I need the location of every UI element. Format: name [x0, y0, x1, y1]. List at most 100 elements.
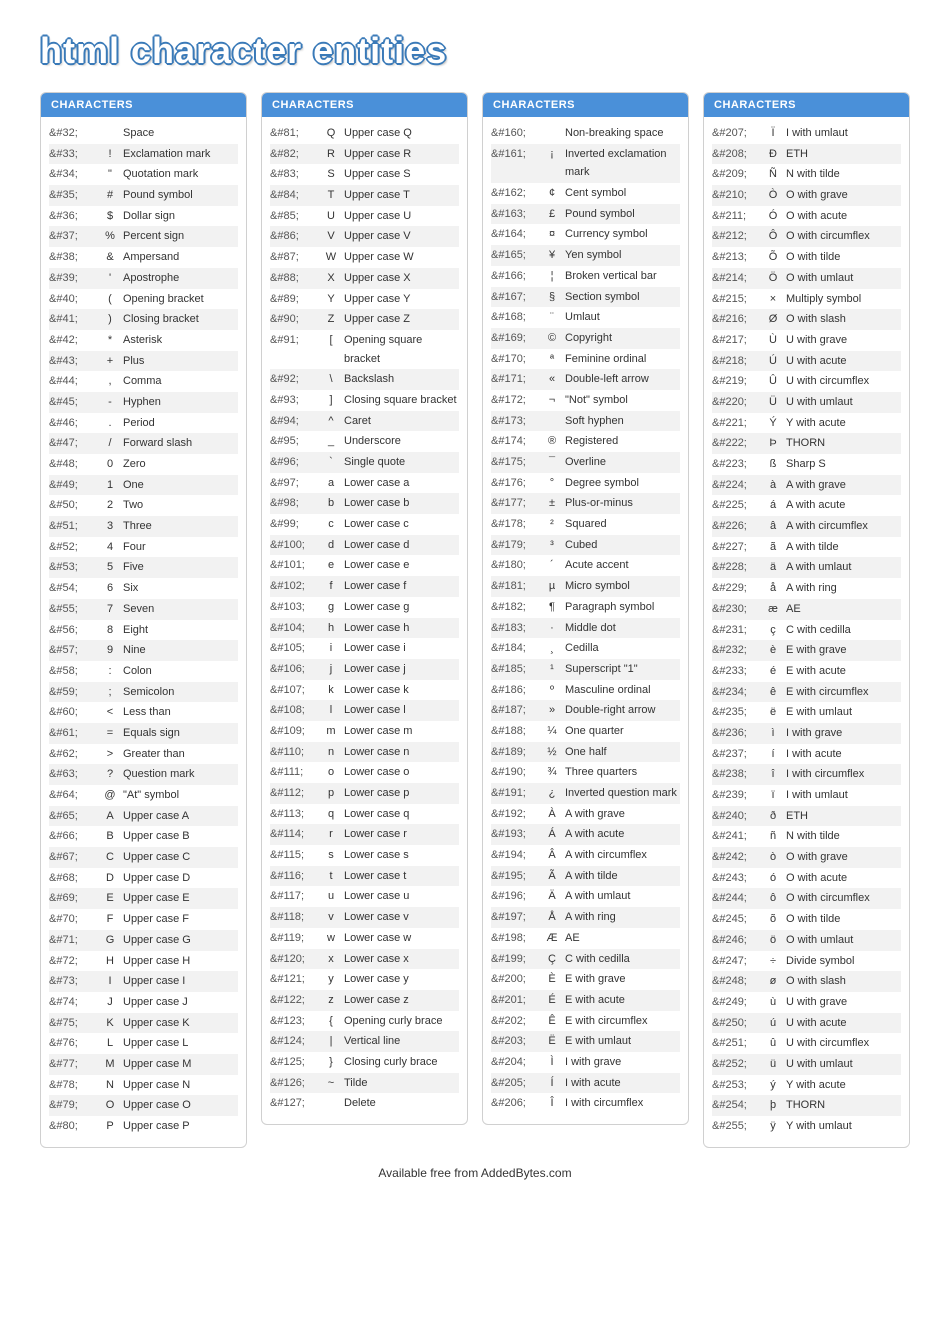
entity-char: ¸ [543, 639, 561, 658]
entity-description: Five [119, 558, 238, 577]
entity-row: &#200;ÈE with grave [491, 969, 680, 990]
entity-char: 1 [101, 476, 119, 495]
entity-char: t [322, 867, 340, 886]
entity-row: &#120;xLower case x [270, 949, 459, 970]
entity-code: &#124; [270, 1032, 322, 1051]
entity-description: Lower case w [340, 929, 459, 948]
entity-char: * [101, 331, 119, 350]
entity-description: Lower case s [340, 846, 459, 865]
entity-code: &#211; [712, 207, 764, 226]
entity-code: &#125; [270, 1053, 322, 1072]
entity-description: Double-left arrow [561, 370, 680, 389]
entity-code: &#233; [712, 662, 764, 681]
entity-char: ù [764, 993, 782, 1012]
entity-description: A with umlaut [782, 558, 901, 577]
entity-char: y [322, 970, 340, 989]
entity-row: &#193;ÁA with acute [491, 824, 680, 845]
entity-char: ' [101, 269, 119, 288]
entity-row: &#217;ÙU with grave [712, 330, 901, 351]
entity-description: O with slash [782, 972, 901, 991]
entity-description: Y with acute [782, 1076, 901, 1095]
entity-row: &#35;#Pound symbol [49, 185, 238, 206]
entity-row: &#34;"Quotation mark [49, 164, 238, 185]
entity-char: Ç [543, 950, 561, 969]
entity-code: &#52; [49, 538, 101, 557]
entity-code: &#67; [49, 848, 101, 867]
entity-row: &#163;£Pound symbol [491, 204, 680, 225]
entity-char: H [101, 952, 119, 971]
entity-char: L [101, 1034, 119, 1053]
entity-char: ¨ [543, 308, 561, 327]
entity-row: &#86;VUpper case V [270, 226, 459, 247]
entity-code: &#225; [712, 496, 764, 515]
entity-code: &#216; [712, 310, 764, 329]
entity-char: k [322, 681, 340, 700]
entity-code: &#208; [712, 145, 764, 164]
entity-row: &#79;OUpper case O [49, 1095, 238, 1116]
entity-code: &#244; [712, 889, 764, 908]
entity-row: &#73;IUpper case I [49, 971, 238, 992]
entity-row: &#233;éE with acute [712, 661, 901, 682]
entity-char: W [322, 248, 340, 267]
entity-char: O [101, 1096, 119, 1115]
entity-description: Lower case r [340, 825, 459, 844]
entity-description: Lower case t [340, 867, 459, 886]
entity-description: Lower case i [340, 639, 459, 658]
entity-description: Acute accent [561, 556, 680, 575]
entity-description: U with acute [782, 352, 901, 371]
entity-char: · [543, 619, 561, 638]
entity-row: &#38;&Ampersand [49, 247, 238, 268]
entity-row: &#177;±Plus-or-minus [491, 493, 680, 514]
entity-char: » [543, 701, 561, 720]
entity-char: % [101, 227, 119, 246]
entity-char: - [101, 393, 119, 412]
entity-row: &#100;dLower case d [270, 535, 459, 556]
entity-code: &#64; [49, 786, 101, 805]
entity-code: &#203; [491, 1032, 543, 1051]
entity-char: û [764, 1034, 782, 1053]
entity-char: ú [764, 1014, 782, 1033]
entity-char: Ú [764, 352, 782, 371]
entity-row: &#232;èE with grave [712, 640, 901, 661]
entity-code: &#162; [491, 184, 543, 203]
entity-char: Ø [764, 310, 782, 329]
entity-description: Lower case f [340, 577, 459, 596]
entity-row: &#95;_Underscore [270, 431, 459, 452]
entity-char: / [101, 434, 119, 453]
entity-description: Upper case V [340, 227, 459, 246]
entity-description: Ampersand [119, 248, 238, 267]
entity-description: I with circumflex [782, 765, 901, 784]
entity-description: A with tilde [561, 867, 680, 886]
entity-code: &#191; [491, 784, 543, 803]
entity-description: Caret [340, 412, 459, 431]
entity-description: U with circumflex [782, 372, 901, 391]
entity-code: &#205; [491, 1074, 543, 1093]
entity-code: &#68; [49, 869, 101, 888]
entity-description: Period [119, 414, 238, 433]
columns-container: CHARACTERS&#32; Space&#33;!Exclamation m… [40, 92, 910, 1148]
entity-row: &#184;¸Cedilla [491, 638, 680, 659]
entity-code: &#210; [712, 186, 764, 205]
entity-row: &#173;Soft hyphen [491, 411, 680, 432]
characters-column: CHARACTERS&#81;QUpper case Q&#82;RUpper … [261, 92, 468, 1125]
entity-char: w [322, 929, 340, 948]
entity-description: E with umlaut [782, 703, 901, 722]
entity-row: &#180;´Acute accent [491, 555, 680, 576]
entity-code: &#175; [491, 453, 543, 472]
entity-char: n [322, 743, 340, 762]
entity-row: &#199;ÇC with cedilla [491, 949, 680, 970]
entity-char: £ [543, 205, 561, 224]
entity-char: Â [543, 846, 561, 865]
entity-row: &#250;úU with acute [712, 1013, 901, 1034]
entity-char: þ [764, 1096, 782, 1115]
entity-char: ¬ [543, 391, 561, 410]
entity-char: Ó [764, 207, 782, 226]
entity-char: J [101, 993, 119, 1012]
entity-description: Cent symbol [561, 184, 680, 203]
entity-char: ¢ [543, 184, 561, 203]
entity-char: X [322, 269, 340, 288]
entity-code: &#110; [270, 743, 322, 762]
entity-description: Lower case p [340, 784, 459, 803]
entity-char: U [322, 207, 340, 226]
entity-description: Upper case B [119, 827, 238, 846]
